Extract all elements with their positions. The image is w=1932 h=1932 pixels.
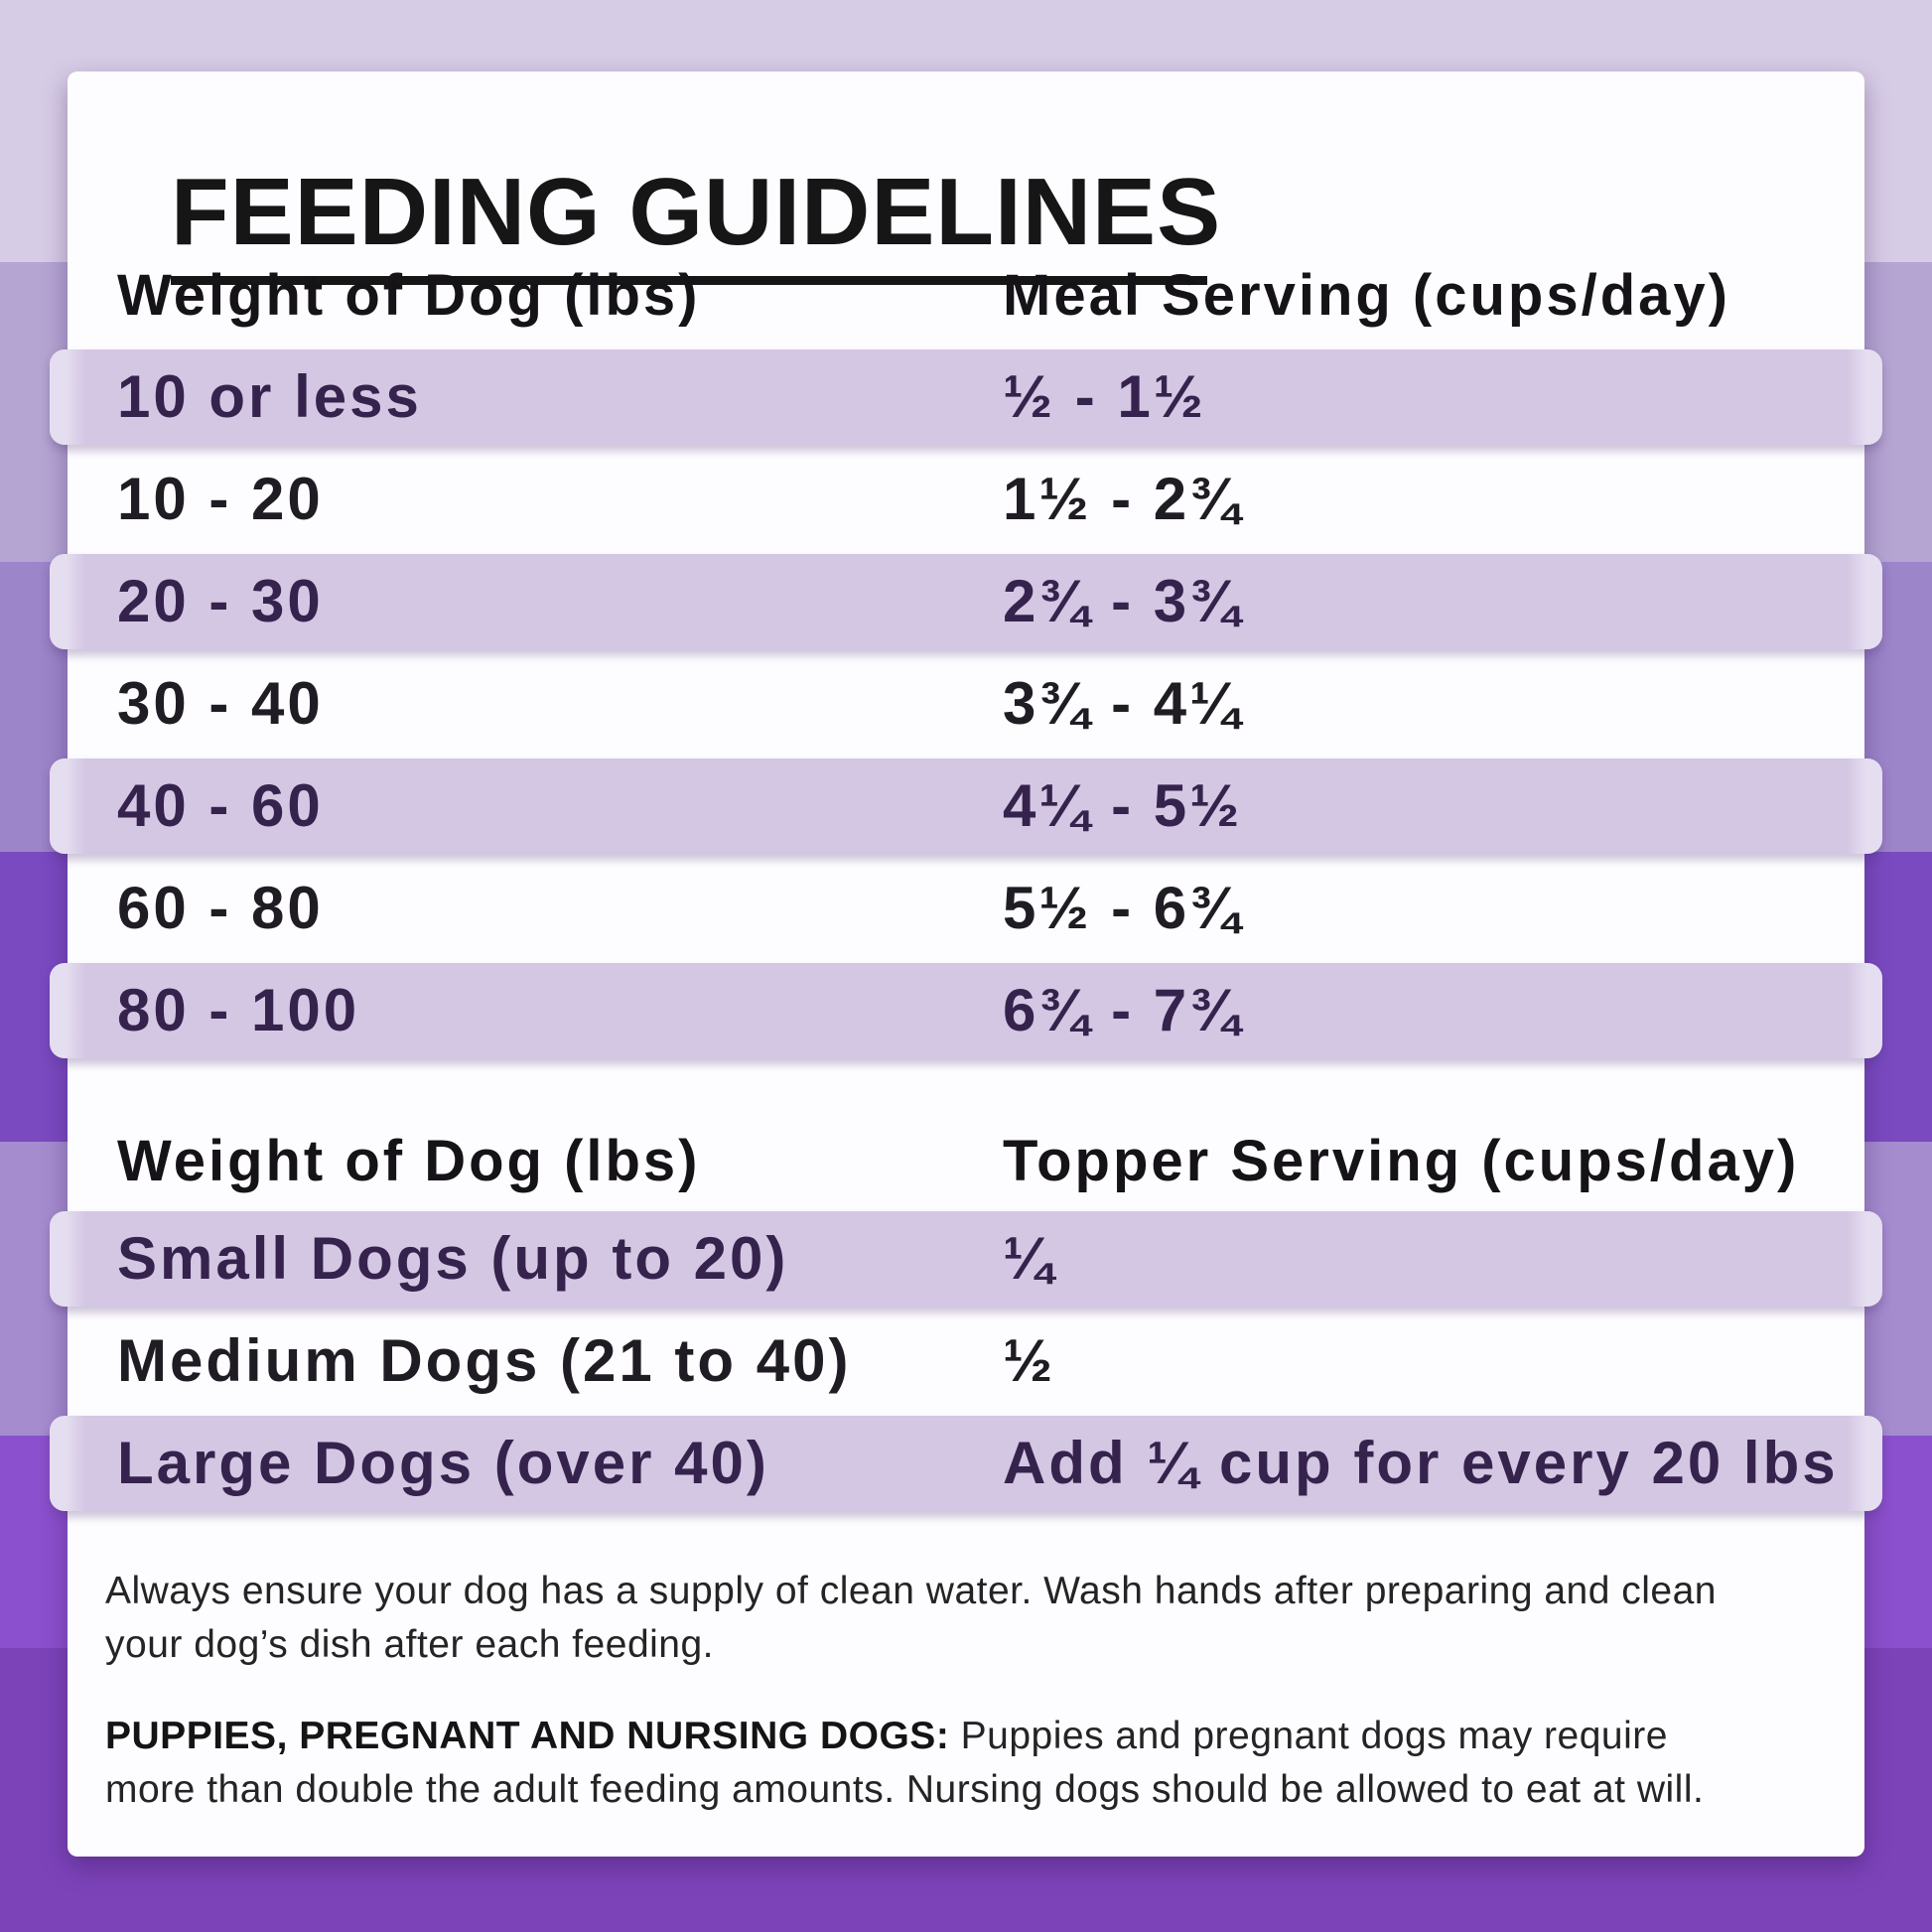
puppies-note-text: Puppies and pregnant dogs may require mo…	[105, 1715, 1705, 1811]
weight-range: 60 - 80	[117, 875, 324, 941]
serving-range: 5½ - 6¾	[1003, 875, 1243, 941]
table-row: 20 - 30 2¾ - 3¾	[50, 554, 1882, 649]
serving-amount: ½	[1003, 1327, 1056, 1394]
serving-range: 1½ - 2¾	[1003, 466, 1243, 532]
table-row: Large Dogs (over 40) Add ¼ cup for every…	[50, 1416, 1882, 1511]
dog-size-label: Medium Dogs (21 to 40)	[117, 1327, 852, 1394]
meal-serving-table-header: Weight of Dog (lbs) Meal Serving (cups/d…	[50, 260, 1882, 332]
serving-range: ½ - 1½	[1003, 363, 1206, 430]
serving-range: 3¾ - 4¼	[1003, 670, 1243, 737]
clean-water-note: Always ensure your dog has a supply of c…	[105, 1570, 1717, 1666]
puppies-note-label: PUPPIES, PREGNANT AND NURSING DOGS:	[105, 1715, 950, 1757]
serving-range: 4¼ - 5½	[1003, 772, 1243, 839]
weight-range: 30 - 40	[117, 670, 324, 737]
weight-column-header: Weight of Dog (lbs)	[117, 1129, 701, 1193]
serving-range: 6¾ - 7¾	[1003, 977, 1243, 1043]
table-row: Small Dogs (up to 20) ¼	[50, 1211, 1882, 1307]
table-row: Medium Dogs (21 to 40) ½	[50, 1313, 1882, 1409]
weight-range: 10 - 20	[117, 466, 324, 532]
serving-amount: ¼	[1003, 1225, 1056, 1292]
weight-range: 20 - 30	[117, 568, 324, 634]
table-row: 60 - 80 5½ - 6¾	[50, 861, 1882, 956]
meal-serving-column-header: Meal Serving (cups/day)	[1003, 263, 1730, 328]
page-title: FEEDING GUIDELINES	[171, 159, 1222, 265]
dog-size-label: Large Dogs (over 40)	[117, 1430, 769, 1496]
serving-range: 2¾ - 3¾	[1003, 568, 1243, 634]
weight-range: 80 - 100	[117, 977, 360, 1043]
dog-size-label: Small Dogs (up to 20)	[117, 1225, 789, 1292]
serving-amount: Add ¼ cup for every 20 lbs	[1003, 1430, 1839, 1496]
puppies-note: PUPPIES, PREGNANT AND NURSING DOGS: Pupp…	[105, 1710, 1855, 1817]
table-row: 10 or less ½ - 1½	[50, 349, 1882, 445]
title-underline	[171, 276, 1207, 285]
weight-range: 10 or less	[117, 363, 422, 430]
weight-column-header: Weight of Dog (lbs)	[117, 263, 701, 328]
weight-range: 40 - 60	[117, 772, 324, 839]
table-row: 30 - 40 3¾ - 4¼	[50, 656, 1882, 752]
table-row: 10 - 20 1½ - 2¾	[50, 452, 1882, 547]
table-row: 80 - 100 6¾ - 7¾	[50, 963, 1882, 1058]
topper-serving-column-header: Topper Serving (cups/day)	[1003, 1129, 1800, 1193]
table-row: 40 - 60 4¼ - 5½	[50, 759, 1882, 854]
topper-serving-table-header: Weight of Dog (lbs) Topper Serving (cups…	[50, 1126, 1882, 1197]
